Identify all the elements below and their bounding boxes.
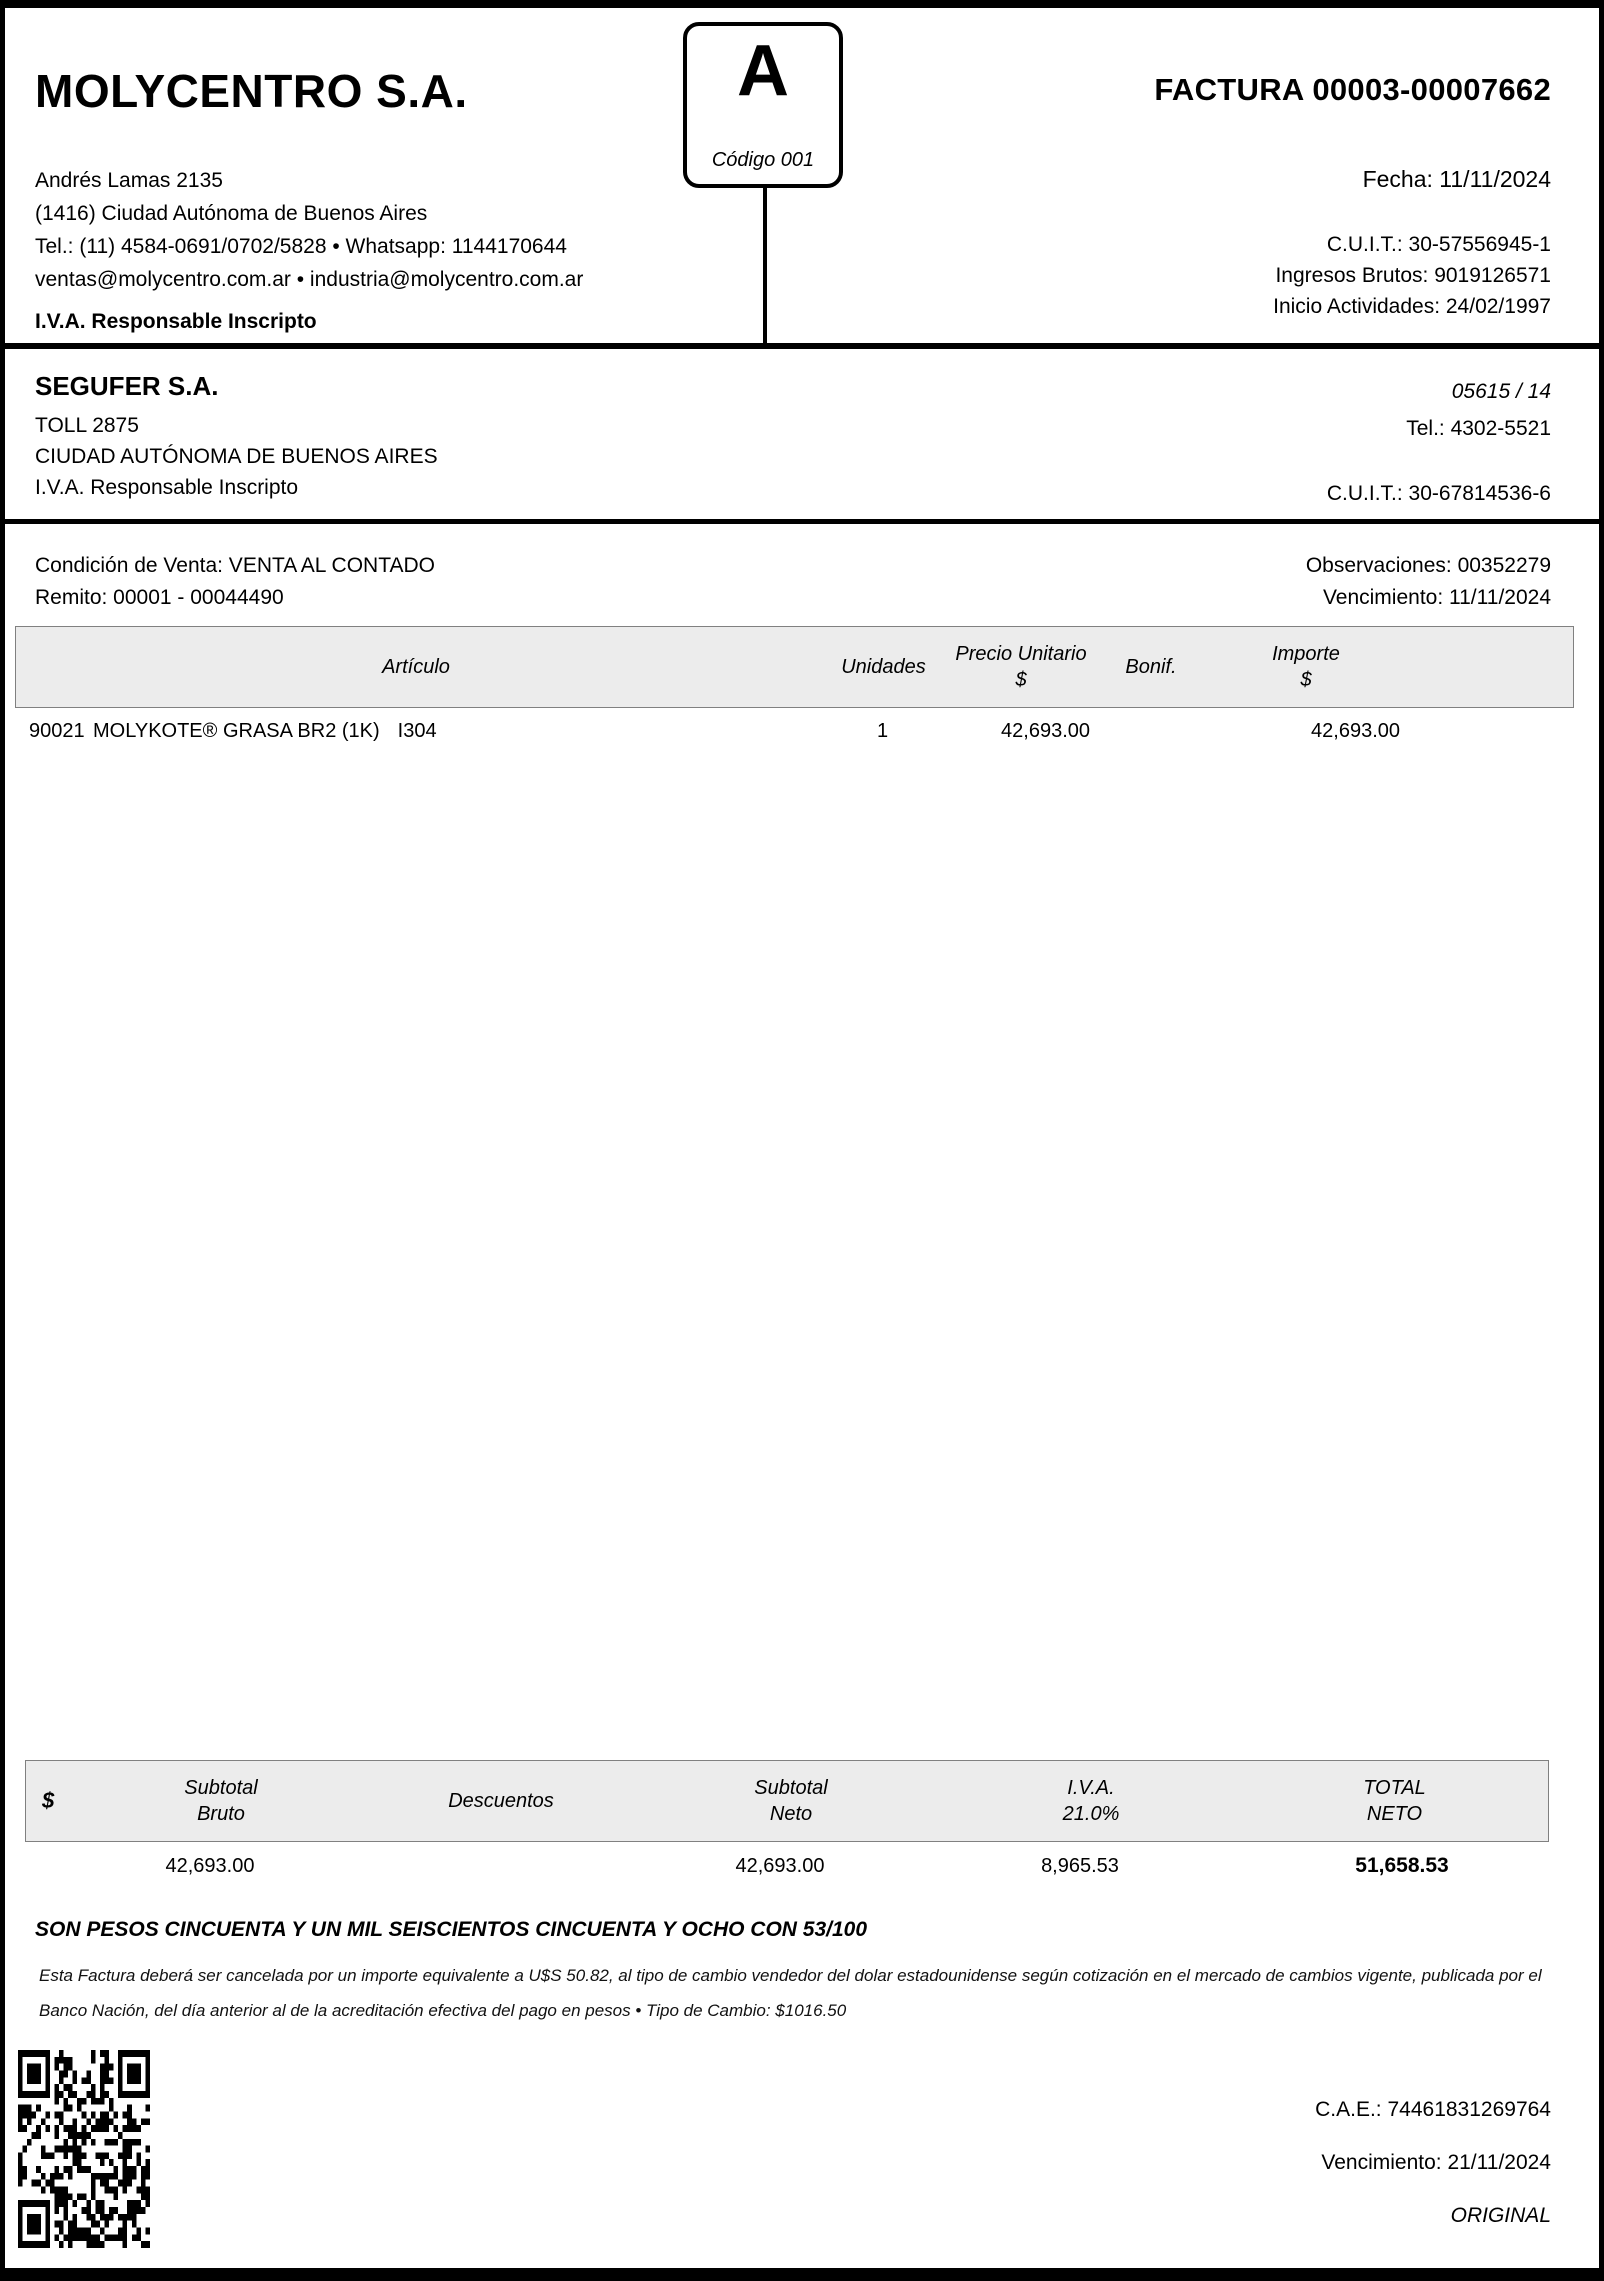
seller-block: MOLYCENTRO S.A. Andrés Lamas 2135 (1416)… <box>35 64 583 334</box>
cae-number: C.A.E.: 74461831269764 <box>1315 2098 1551 2121</box>
column-header-precio-line2: $ <box>1015 669 1027 691</box>
conditions-left: Condición de Venta: VENTA AL CONTADO Rem… <box>35 550 435 614</box>
column-header-precio-unitario: Precio Unitario $ <box>951 641 1091 693</box>
seller-email-line: ventas@molycentro.com.ar • industria@mol… <box>35 268 584 291</box>
column-header-bonif: Bonif. <box>1125 656 1177 678</box>
totals-header-descuentos: Descuentos <box>448 1790 554 1812</box>
copy-label: ORIGINAL <box>1450 2204 1551 2227</box>
amount-in-words: SON PESOS CINCUENTA Y UN MIL SEISCIENTOS… <box>35 1918 868 1941</box>
column-header-unidades: Unidades <box>841 656 926 678</box>
totals-header-total-line2: NETO <box>1366 1803 1423 1825</box>
customer-block: SEGUFER S.A. TOLL 2875 CIUDAD AUTÓNOMA D… <box>35 371 438 503</box>
seller-address: Andrés Lamas 2135 (1416) Ciudad Autónoma… <box>35 164 583 296</box>
due-date: Vencimiento: 11/11/2024 <box>1322 586 1551 609</box>
totals-header-subtotal-neto: Subtotal Neto <box>641 1775 941 1827</box>
column-header-precio-line1: Precio Unitario <box>955 643 1087 665</box>
invoice-letter: A <box>737 31 789 111</box>
seller-address-line: Andrés Lamas 2135 <box>35 169 223 192</box>
column-header-articulo: Artículo <box>382 656 450 678</box>
iva-value: 8,965.53 <box>1041 1854 1119 1877</box>
customer-phone: Tel.: 4302-5521 <box>1406 417 1551 440</box>
items-table-header: Artículo Unidades Precio Unitario $ Boni… <box>15 626 1574 708</box>
totals-header-subtotal-neto-line2: Neto <box>769 1803 813 1825</box>
letter-divider-line <box>763 186 767 343</box>
conditions-section: Condición de Venta: VENTA AL CONTADO Rem… <box>5 524 1599 626</box>
item-articulo-cell: 90021 MOLYKOTE® GRASA BR2 (1K) I304 <box>15 720 815 743</box>
subtotal-neto-value: 42,693.00 <box>735 1854 825 1877</box>
seller-name: MOLYCENTRO S.A. <box>35 65 468 117</box>
seller-cuit: C.U.I.T.: 30-57556945-1 <box>1326 233 1551 256</box>
afip-qr-code <box>18 2050 150 2248</box>
customer-account-number: 05615 / 14 <box>1451 380 1551 403</box>
invoice-letter-box: A Código 001 <box>683 22 843 188</box>
customer-address-line: CIUDAD AUTÓNOMA DE BUENOS AIRES <box>35 445 438 468</box>
customer-iva-status: I.V.A. Responsable Inscripto <box>35 476 299 499</box>
seller-iva-status: I.V.A. Responsable Inscripto <box>35 310 317 333</box>
sale-condition: Condición de Venta: VENTA AL CONTADO <box>35 554 435 577</box>
totals-values-row: 42,693.00 42,693.00 8,965.53 51,658.53 <box>15 1854 1574 1878</box>
invoice-title: FACTURA 00003-00007662 <box>1154 72 1551 107</box>
customer-address: TOLL 2875 CIUDAD AUTÓNOMA DE BUENOS AIRE… <box>35 410 438 503</box>
totals-header-total-neto: TOTAL NETO <box>1241 1775 1548 1827</box>
item-description: MOLYKOTE® GRASA BR2 (1K) <box>93 720 380 742</box>
table-row: 90021 MOLYKOTE® GRASA BR2 (1K) I304 1 42,6… <box>15 720 1574 743</box>
remito-number: Remito: 00001 - 00044490 <box>35 586 284 609</box>
column-header-importe: Importe $ <box>1211 641 1401 693</box>
footer-right-block: C.A.E.: 74461831269764 Vencimiento: 21/1… <box>1315 2098 1551 2228</box>
item-unidades: 1 <box>876 720 889 742</box>
totals-currency-symbol: $ <box>42 1788 55 1813</box>
seller-ingresos-brutos: Ingresos Brutos: 9019126571 <box>1275 264 1551 287</box>
observaciones: Observaciones: 00352279 <box>1305 554 1551 577</box>
totals-header-subtotal-bruto-line1: Subtotal <box>184 1777 258 1799</box>
customer-section: SEGUFER S.A. TOLL 2875 CIUDAD AUTÓNOMA D… <box>5 349 1599 524</box>
seller-inicio-actividades: Inicio Actividades: 24/02/1997 <box>1273 295 1551 318</box>
invoice-letter-code: Código 001 <box>711 149 815 171</box>
column-header-importe-line2: $ <box>1300 669 1312 691</box>
customer-cuit: C.U.I.T.: 30-67814536-6 <box>1326 482 1551 505</box>
totals-header-subtotal-bruto: Subtotal Bruto <box>81 1775 361 1827</box>
invoice-header: MOLYCENTRO S.A. Andrés Lamas 2135 (1416)… <box>5 8 1599 349</box>
column-header-importe-line1: Importe <box>1272 643 1340 665</box>
totals-header-total-line1: TOTAL <box>1363 1777 1426 1799</box>
subtotal-bruto-value: 42,693.00 <box>165 1854 255 1877</box>
item-ref-code: I304 <box>397 720 437 742</box>
customer-address-line: TOLL 2875 <box>35 414 139 437</box>
total-neto-value: 51,658.53 <box>1355 1854 1449 1877</box>
fine-print-line1: Esta Factura deberá ser cancelada por un… <box>39 1966 1542 1985</box>
item-importe: 42,693.00 <box>1311 720 1400 742</box>
item-code: 90021 <box>29 720 85 742</box>
totals-header-iva: I.V.A. 21.0% <box>941 1775 1241 1827</box>
seller-phone-line: Tel.: (11) 4584-0691/0702/5828 • Whatsap… <box>35 235 567 258</box>
seller-fiscal-block: C.U.I.T.: 30-57556945-1 Ingresos Brutos:… <box>1154 229 1551 322</box>
totals-header-subtotal-bruto-line2: Bruto <box>197 1803 245 1825</box>
totals-header-bar: $ Subtotal Bruto Descuentos Subtotal Net… <box>25 1760 1549 1842</box>
conditions-right: Observaciones: 00352279 Vencimiento: 11/… <box>1306 550 1551 614</box>
seller-address-line: (1416) Ciudad Autónoma de Buenos Aires <box>35 202 428 225</box>
customer-name: SEGUFER S.A. <box>35 371 219 401</box>
item-precio-unitario: 42,693.00 <box>1001 720 1090 742</box>
customer-right-block: 05615 / 14 Tel.: 4302-5521 C.U.I.T.: 30-… <box>1327 373 1551 512</box>
totals-header-iva-line1: I.V.A. <box>1067 1777 1115 1799</box>
totals-header-subtotal-neto-line1: Subtotal <box>754 1777 828 1799</box>
fine-print-line2: Banco Nación, del día anterior al de la … <box>39 2001 847 2020</box>
totals-header-iva-line2: 21.0% <box>1062 1803 1120 1825</box>
invoice-id-block: FACTURA 00003-00007662 Fecha: 11/11/2024… <box>1154 72 1551 322</box>
invoice-date: Fecha: 11/11/2024 <box>1362 166 1551 192</box>
cae-due-date: Vencimiento: 21/11/2024 <box>1321 2151 1551 2174</box>
